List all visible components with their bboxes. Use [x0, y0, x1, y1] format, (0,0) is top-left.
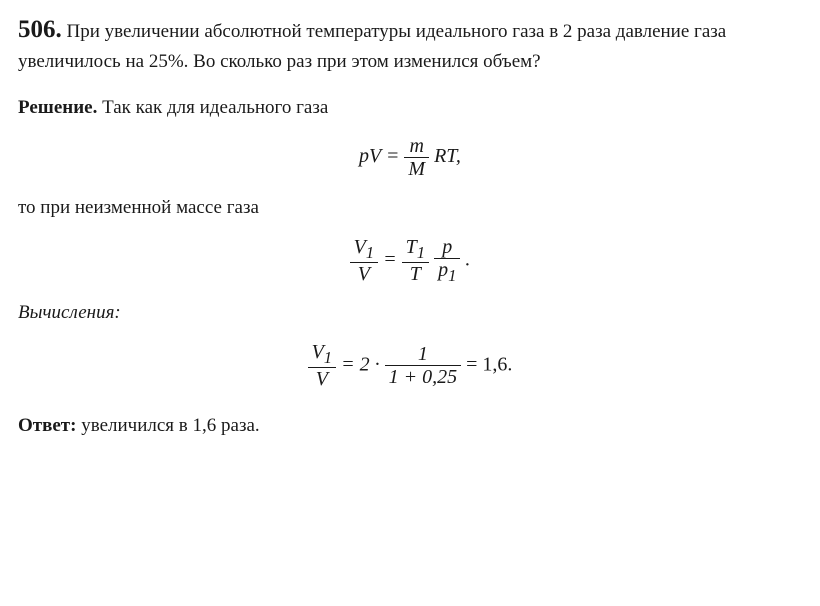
formula2-frac2: T1 T	[402, 236, 429, 285]
formula2-frac2-top: T1	[402, 236, 429, 263]
solution-section: Решение. Так как для идеального газа	[18, 94, 802, 122]
problem-number: 506.	[18, 16, 62, 43]
solution-label: Решение.	[18, 97, 97, 118]
formula1-fraction: m M	[404, 135, 429, 180]
formula1-left: pV =	[359, 145, 404, 167]
formula2-frac3: p p1	[434, 236, 460, 285]
formula-calculation: V1 V = 2 · 1 1 + 0,25 = 1,6.	[18, 341, 802, 390]
calc-frac1: V1 V	[308, 341, 337, 390]
problem-statement: 506. При увеличении абсолютной температу…	[18, 12, 802, 76]
formula1-frac-top: m	[404, 135, 429, 158]
calc-frac2-bot: 1 + 0,25	[385, 366, 462, 388]
calc-eq: = 2 ·	[341, 353, 385, 375]
solution-continuation: то при неизменной массе газа	[18, 194, 802, 222]
formula2-frac3-bot: p1	[434, 259, 460, 285]
calc-label: Вычисления:	[18, 302, 121, 323]
calculations-section: Вычисления:	[18, 299, 802, 327]
calc-frac2: 1 1 + 0,25	[385, 343, 462, 388]
formula1-right: RT,	[434, 145, 461, 167]
solution-intro: Так как для идеального газа	[102, 97, 328, 118]
calc-frac1-bot: V	[308, 368, 337, 390]
formula2-end: .	[465, 248, 470, 270]
calc-frac2-top: 1	[385, 343, 462, 366]
answer-label: Ответ:	[18, 415, 76, 436]
answer-section: Ответ: увеличился в 1,6 раза.	[18, 412, 802, 440]
formula2-eq: =	[383, 248, 402, 270]
formula2-frac1: V1 V	[350, 236, 379, 285]
continuation-text: то при неизменной массе газа	[18, 197, 259, 218]
formula2-frac2-bot: T	[402, 263, 429, 285]
formula2-frac1-top: V1	[350, 236, 379, 263]
problem-text: При увеличении абсолютной температуры ид…	[18, 21, 726, 72]
formula2-frac1-bot: V	[350, 263, 379, 285]
formula1-frac-bot: M	[404, 158, 429, 180]
answer-text: увеличился в 1,6 раза.	[81, 415, 259, 436]
formula2-frac3-top: p	[434, 236, 460, 259]
formula-ideal-gas: pV = m M RT,	[18, 135, 802, 180]
formula-volume-ratio: V1 V = T1 T p p1 .	[18, 236, 802, 285]
calc-frac1-top: V1	[308, 341, 337, 368]
calc-result: = 1,6.	[466, 353, 512, 375]
